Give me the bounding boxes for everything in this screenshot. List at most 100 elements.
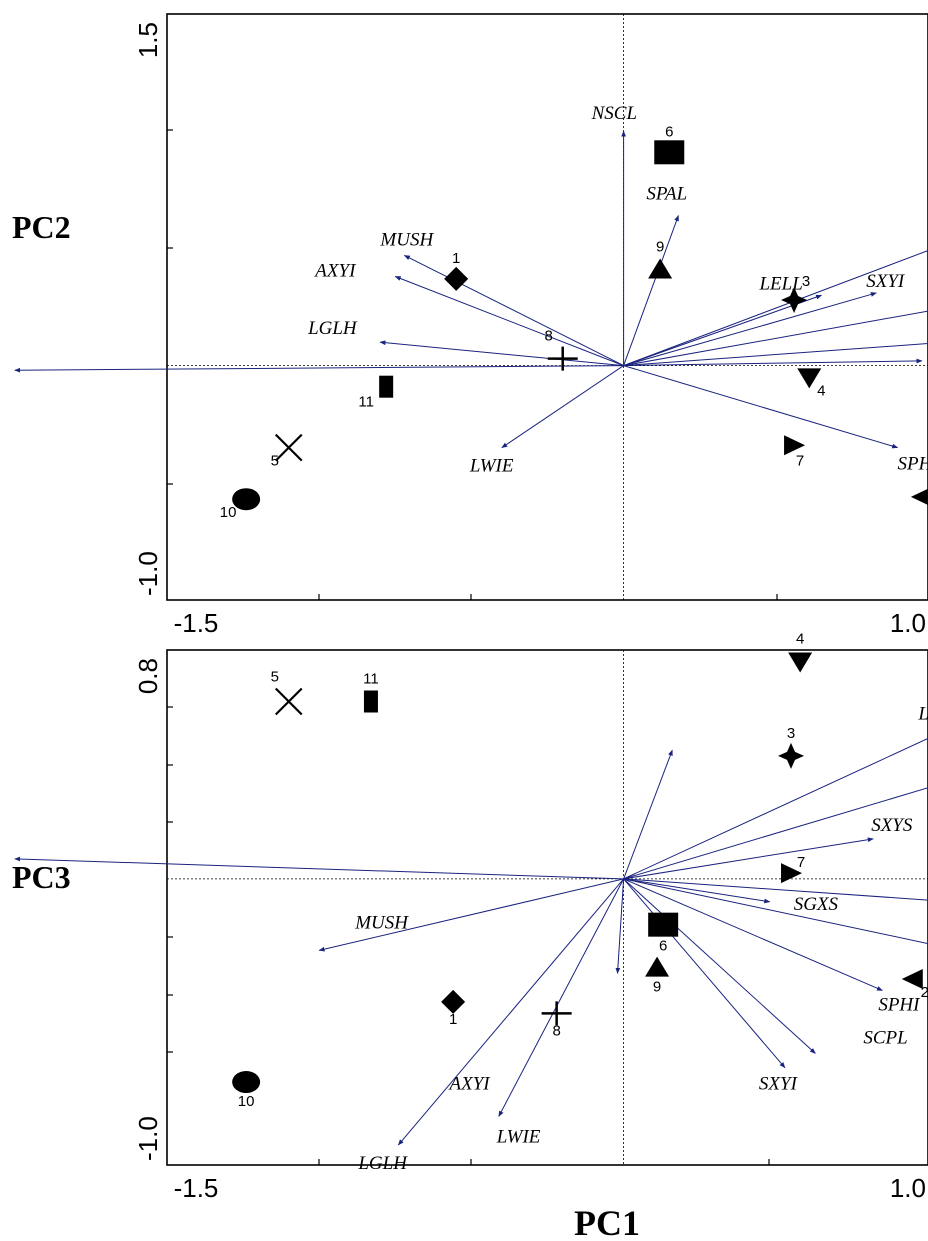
y-tick-label-top: 1.5 <box>133 22 163 58</box>
sample-marker-3 <box>781 286 808 313</box>
sample-label-1: 1 <box>452 250 460 267</box>
vector-label-lell: LELL <box>917 703 928 724</box>
sample-label-6: 6 <box>665 123 673 140</box>
vector-unlabeled <box>623 749 673 880</box>
vector-lglh <box>379 340 624 367</box>
sample-label-3: 3 <box>787 725 795 742</box>
sample-label-11: 11 <box>358 394 374 411</box>
vector-label-sxyi: SXYI <box>759 1074 799 1095</box>
vector-scpi <box>623 787 928 880</box>
sample-marker-9 <box>645 956 670 977</box>
sample-marker-7 <box>781 863 803 884</box>
vector-label-axyi: AXYI <box>313 261 357 282</box>
y-axis-title: PC2 <box>12 209 71 245</box>
sample-label-10: 10 <box>220 504 237 521</box>
sample-label-5: 5 <box>271 669 279 686</box>
sample-marker-11 <box>363 690 378 713</box>
vector-label-sxyi: SXYI <box>866 271 906 292</box>
vector-sxys <box>623 837 874 880</box>
sample-label-10: 10 <box>238 1093 255 1110</box>
vector-label-mush: MUSH <box>379 229 434 250</box>
sample-marker-10 <box>232 488 261 511</box>
sample-marker-5 <box>274 433 303 462</box>
vector-sgxs <box>623 878 771 904</box>
vector-sxyi <box>623 878 786 1069</box>
sample-marker-1 <box>444 266 469 291</box>
sample-marker-7 <box>784 435 806 456</box>
sample-marker-3 <box>778 742 805 769</box>
sample-marker-2 <box>910 488 928 506</box>
vector-label-spal: SPAL <box>646 184 687 205</box>
vector-nuce <box>14 856 624 880</box>
sample-label-4: 4 <box>817 382 825 399</box>
vector-sphi <box>623 878 883 991</box>
x-tick-label-right: 1.0 <box>890 1173 926 1203</box>
y-tick-label-top: 0.8 <box>133 658 163 694</box>
x-tick-label-left: -1.5 <box>174 1173 219 1203</box>
vector-scpi <box>623 343 928 367</box>
sample-label-6: 6 <box>659 938 667 955</box>
vector-lglh <box>397 878 624 1146</box>
vector-mush <box>403 254 624 367</box>
sample-marker-6 <box>648 912 679 937</box>
x-axis-title: PC1 <box>574 1203 640 1241</box>
vector-nsci <box>623 358 923 367</box>
vector-lwie <box>501 365 624 449</box>
vector-label-sphi: SPHI <box>898 454 928 475</box>
vector-label-lglh: LGLH <box>357 1153 408 1174</box>
vector-axyi <box>615 878 625 974</box>
vector-lell <box>623 737 928 880</box>
sample-marker-10 <box>232 1071 261 1094</box>
sample-label-8: 8 <box>545 328 553 345</box>
sample-label-8: 8 <box>552 1022 560 1039</box>
vector-sphi <box>623 365 899 449</box>
sample-label-1: 1 <box>449 1011 457 1028</box>
vector-sgxs <box>623 310 928 367</box>
sample-marker-5 <box>274 687 303 716</box>
sample-label-9: 9 <box>653 979 661 996</box>
vector-label-axyi: AXYI <box>448 1073 492 1094</box>
sample-label-3: 3 <box>802 273 810 290</box>
vector-label-sxys: SXYS <box>871 815 913 836</box>
vector-sxyi <box>623 292 877 367</box>
vector-nuce <box>14 365 624 373</box>
x-tick-label-left: -1.5 <box>174 608 219 638</box>
vector-label-lwie: LWIE <box>496 1126 541 1147</box>
sample-label-7: 7 <box>796 452 804 469</box>
vector-label-mush: MUSH <box>354 912 409 933</box>
sample-marker-1 <box>441 989 466 1014</box>
x-tick-label-right: 1.0 <box>890 608 926 638</box>
vector-scpl <box>623 878 816 1054</box>
sample-marker-2 <box>901 969 923 990</box>
vector-lwie <box>498 878 625 1117</box>
vector-lell <box>623 294 823 367</box>
sample-label-7: 7 <box>797 854 805 871</box>
sample-label-9: 9 <box>656 238 664 255</box>
sample-label-2: 2 <box>921 984 928 1001</box>
sample-marker-9 <box>648 258 673 279</box>
vector-label-lwie: LWIE <box>469 456 514 477</box>
sample-label-11: 11 <box>363 671 379 688</box>
vector-axyi <box>394 276 624 367</box>
vector-label-lglh: LGLH <box>307 318 358 339</box>
vector-label-sgxs: SGXS <box>794 894 839 915</box>
vector-nsci <box>623 878 928 945</box>
sample-marker-4 <box>788 652 813 673</box>
vector-label-lell: LELL <box>758 273 802 294</box>
biplot-panel-2: 0.8-1.0-1.51.0PC3NUCEMUSHLGLHLWIEAXYISXY… <box>12 630 928 1203</box>
vector-label-nscl: NSCL <box>591 103 637 124</box>
sample-label-4: 4 <box>796 630 804 647</box>
vector-sxyi <box>623 878 928 901</box>
vector-label-scpl: SCPL <box>863 1027 907 1048</box>
vector-label-sphi: SPHI <box>878 994 921 1015</box>
sample-marker-6 <box>654 140 685 165</box>
sample-marker-11 <box>379 375 394 398</box>
sample-label-5: 5 <box>271 453 279 470</box>
vector-sxys <box>623 250 928 367</box>
sample-marker-8 <box>547 346 578 371</box>
plot-frame <box>166 13 928 601</box>
y-tick-label-bottom: -1.0 <box>133 551 163 596</box>
vector-spal <box>623 215 679 366</box>
sample-marker-8 <box>541 1001 572 1026</box>
